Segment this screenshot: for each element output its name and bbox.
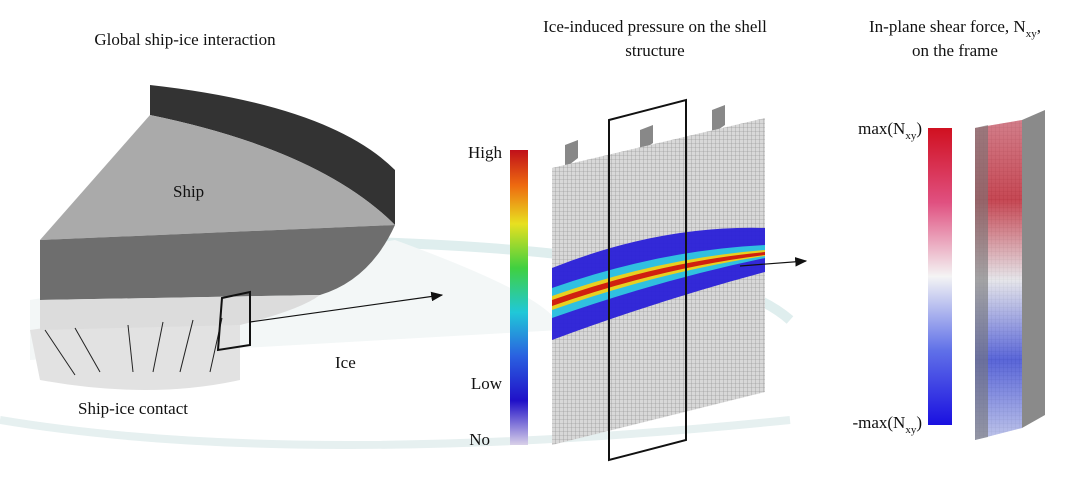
title-text: In-plane shear force, N bbox=[869, 17, 1026, 36]
scale-text: ) bbox=[916, 119, 922, 138]
scale-text: -max(N bbox=[852, 413, 905, 432]
scale-label: High bbox=[468, 143, 503, 162]
scale-label: No bbox=[469, 430, 490, 449]
scale-label: -max(Nxy) bbox=[852, 413, 922, 436]
scale-text: ) bbox=[916, 413, 922, 432]
title-subscript: xy bbox=[1026, 28, 1038, 40]
color-bar bbox=[510, 150, 528, 445]
panel-title: Global ship-ice interaction bbox=[94, 30, 276, 49]
panel-title: In-plane shear force, Nxy, bbox=[869, 17, 1041, 40]
scale-subscript: xy bbox=[905, 424, 917, 436]
frame-drawing bbox=[975, 110, 1045, 440]
panel-title: structure bbox=[625, 41, 684, 60]
scale-label: Low bbox=[471, 374, 503, 393]
contact-label: Ship-ice contact bbox=[78, 399, 188, 418]
scale-subscript: xy bbox=[905, 130, 917, 142]
shell-drawing bbox=[552, 100, 806, 460]
ship-label: Ship bbox=[173, 182, 204, 201]
title-text: , bbox=[1037, 17, 1041, 36]
panel-title: Ice-induced pressure on the shell bbox=[543, 17, 767, 36]
scale-text: max(N bbox=[858, 119, 905, 138]
figure: Global ship-ice interaction Ship Ice Shi… bbox=[0, 0, 1075, 492]
color-bar bbox=[928, 128, 952, 425]
panel-title: on the frame bbox=[912, 41, 998, 60]
ice-label: Ice bbox=[335, 353, 356, 372]
scale-label: max(Nxy) bbox=[858, 119, 922, 142]
